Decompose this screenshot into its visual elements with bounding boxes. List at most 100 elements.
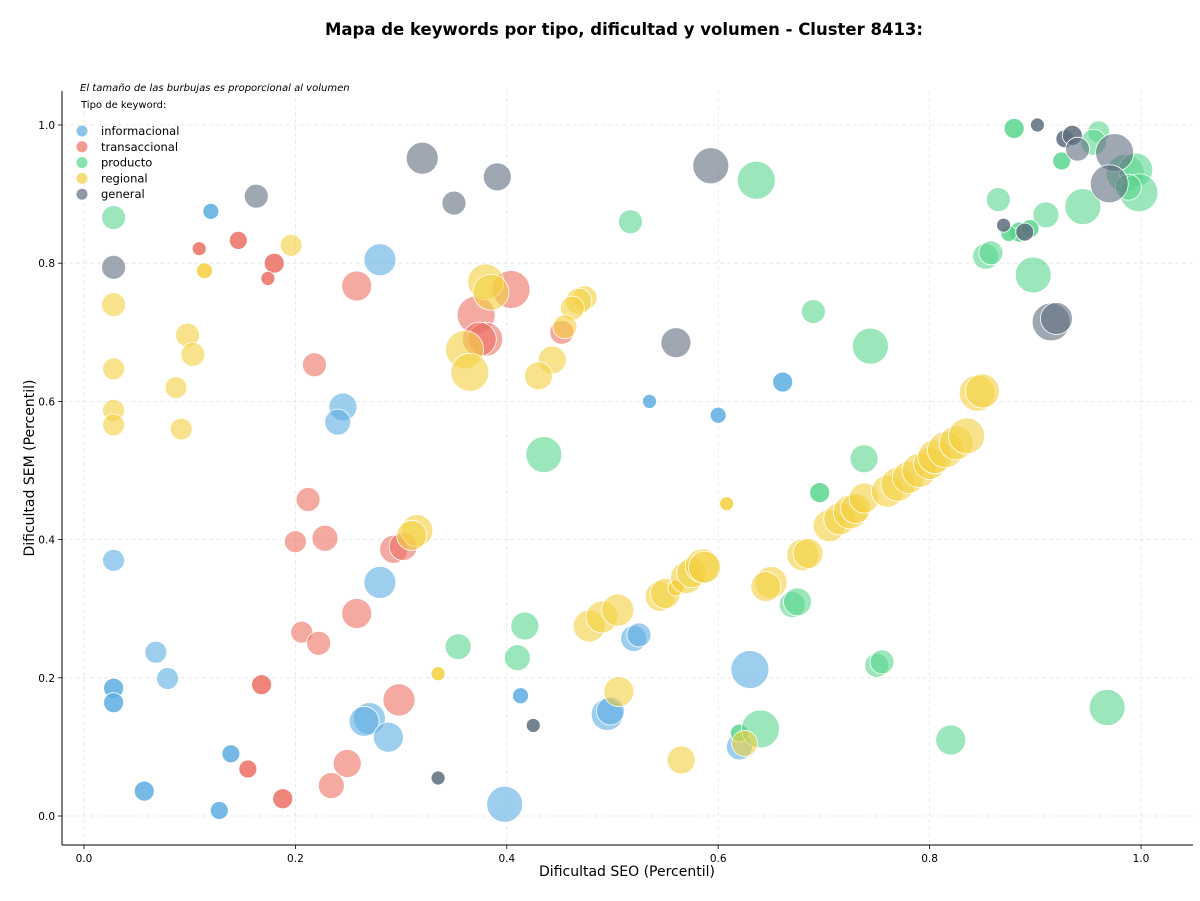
bubble-informacional (221, 744, 241, 764)
bubble-regional (396, 520, 428, 551)
bubble-regional (180, 342, 206, 367)
bubble-transaccional (341, 598, 373, 629)
bubble-transaccional (332, 749, 362, 778)
bubble-transaccional (238, 759, 258, 779)
y-axis-label: Dificultad SEM (Percentil) (22, 380, 38, 557)
bubble-layer (101, 117, 1159, 823)
bubble-transaccional (263, 252, 285, 274)
bubble-informacional (373, 721, 404, 753)
bubble-informacional (348, 705, 380, 737)
legend-marker-informacional (76, 125, 88, 137)
bubble-producto (1003, 118, 1025, 139)
bubble-informacional (486, 785, 524, 823)
bubble-informacional (156, 667, 179, 690)
bubble-regional (450, 352, 490, 392)
bubble-regional (472, 273, 510, 311)
bubble-general (101, 254, 126, 280)
bubble-transaccional (302, 352, 327, 378)
bubble-producto (800, 299, 826, 324)
bubble-producto (1088, 689, 1126, 726)
y-tick-label: 1.0 (38, 120, 55, 132)
bubble-producto (1052, 151, 1072, 171)
bubble-transaccional (272, 788, 294, 810)
bubble-producto (503, 644, 531, 672)
bubble-producto (809, 482, 831, 504)
bubble-producto (101, 205, 126, 230)
bubble-producto (978, 240, 1004, 266)
bubble-producto (869, 649, 895, 675)
bubble-general (1065, 136, 1090, 162)
bubble-transaccional (295, 487, 321, 512)
bubble-transaccional (290, 620, 314, 644)
legend-label-producto: producto (101, 156, 152, 170)
x-tick-label: 0.6 (710, 853, 727, 865)
bubble-informacional (512, 687, 529, 705)
bubble-size-note: El tamaño de las burbujas es proporciona… (80, 83, 350, 94)
bubble-general (660, 327, 692, 359)
bubble-regional (948, 417, 985, 455)
axes (58, 91, 1193, 849)
x-tick-label: 0.0 (76, 853, 93, 865)
bubble-informacional (642, 393, 657, 409)
bubble-general (430, 770, 446, 786)
bubble-producto (1032, 201, 1060, 229)
bubble-general (441, 190, 467, 216)
bubble-producto (852, 327, 889, 365)
bubble-general (1089, 164, 1129, 204)
legend-marker-general (76, 188, 88, 200)
bubble-transaccional (311, 524, 339, 552)
bubble-regional (169, 417, 193, 441)
bubble-producto (935, 724, 967, 756)
x-tick-label: 0.4 (498, 853, 515, 865)
bubble-general (1030, 117, 1045, 133)
legend-label-general: general (101, 187, 145, 201)
legend-label-regional: regional (101, 171, 148, 185)
bubble-general (1015, 222, 1035, 242)
bubble-general (525, 718, 541, 733)
bubble-producto (783, 587, 812, 617)
x-tick-label: 1.0 (1133, 853, 1150, 865)
bubble-regional (102, 357, 125, 381)
x-axis-label: Dificultad SEO (Percentil) (539, 864, 715, 880)
bubble-informacional (209, 801, 229, 820)
bubble-informacional (772, 371, 794, 393)
legend-marker-producto (76, 157, 88, 169)
bubble-informacional (324, 408, 352, 436)
bubble-producto (510, 611, 540, 641)
bubble-informacional (103, 692, 124, 714)
legend-label-informacional: informacional (101, 124, 179, 138)
bubble-informacional (709, 406, 727, 424)
legend: informacional transaccional productoregion… (76, 124, 179, 201)
bubble-informacional (363, 566, 397, 599)
tick-labels: 0.0 0.0 0.2 0.2 0.4 0.4 0.6 0.6 0.8 0.8 1.0 1.0 (38, 120, 1149, 865)
bubble-producto (1014, 256, 1052, 294)
y-tick-label: 0.4 (38, 535, 55, 547)
bubble-producto (1064, 188, 1102, 225)
x-tick-label: 0.2 (287, 853, 304, 865)
bubble-regional (430, 666, 446, 682)
bubble-general (405, 141, 439, 175)
grid-lines (62, 91, 1193, 845)
bubble-transaccional (341, 270, 373, 302)
bubble-informacional (202, 202, 220, 220)
legend-marker-transaccional (76, 141, 88, 153)
bubble-producto (985, 187, 1011, 213)
bubble-regional (196, 262, 213, 280)
bubble-informacional (730, 650, 770, 689)
bubble-transaccional (306, 630, 332, 656)
bubble-transaccional (228, 230, 248, 250)
bubble-regional (603, 676, 635, 708)
bubble-informacional (102, 548, 125, 572)
bubble-informacional (626, 622, 652, 648)
bubble-transaccional (382, 683, 416, 717)
bubble-regional (731, 730, 759, 757)
bubble-informacional (133, 780, 155, 802)
bubble-regional (279, 233, 303, 257)
bubble-transaccional (260, 271, 276, 286)
bubble-producto (618, 209, 643, 235)
bubble-regional (750, 571, 782, 602)
bubble-informacional (363, 243, 397, 277)
legend-label-transaccional: transaccional (101, 140, 178, 154)
bubble-regional (552, 314, 578, 340)
y-tick-label: 0.6 (38, 396, 55, 408)
